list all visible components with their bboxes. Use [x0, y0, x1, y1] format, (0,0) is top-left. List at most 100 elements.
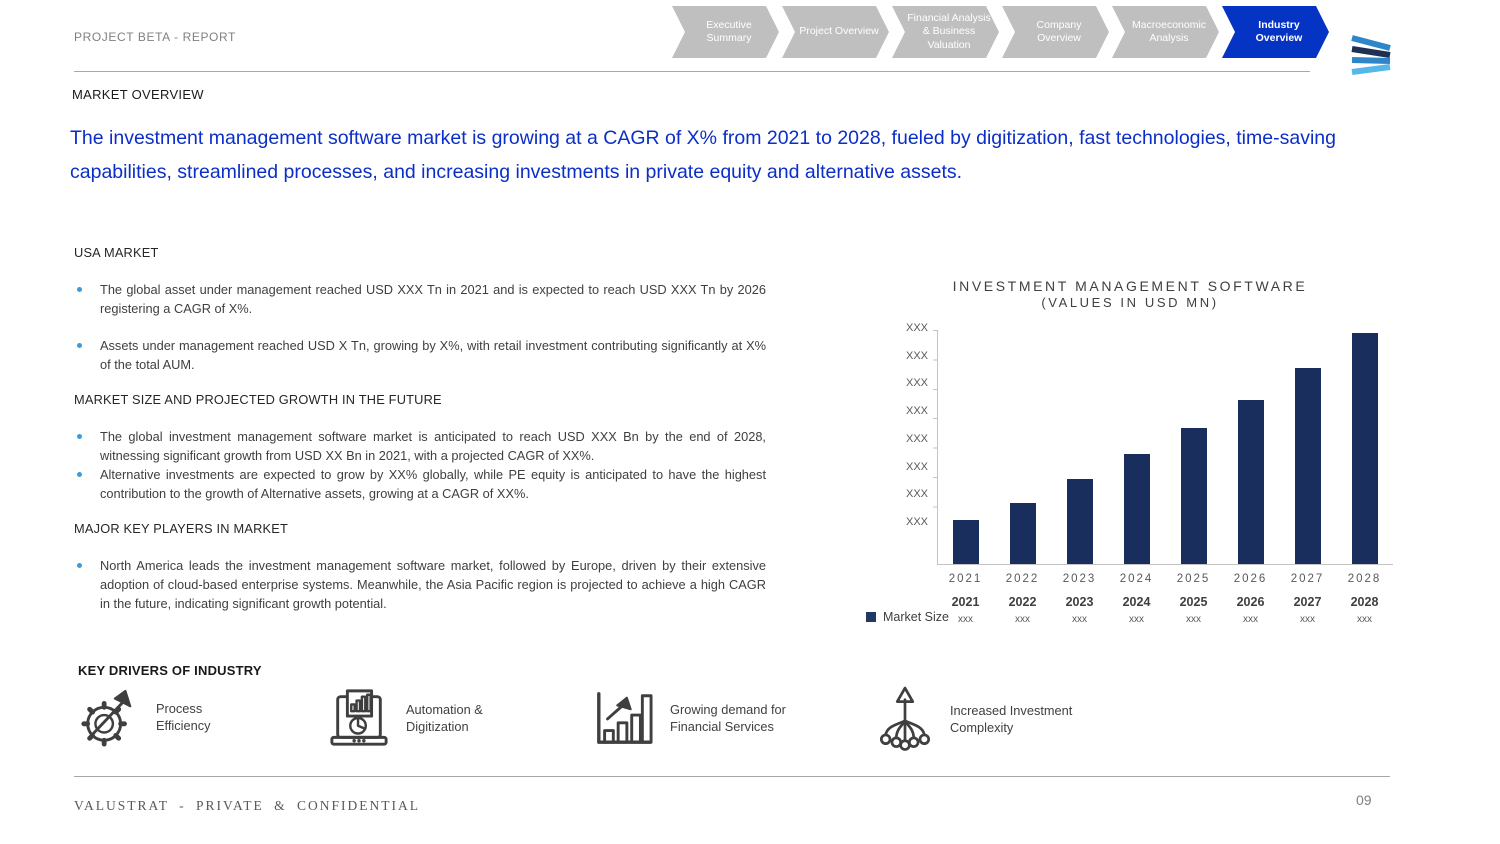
- chart-bar: [1351, 332, 1378, 564]
- y-tick-label: XXX: [905, 405, 928, 418]
- data-table-value-row: xxx xxx xxx xxx xxx xxx xxx xxx: [937, 614, 1393, 625]
- bullet-text: The global asset under management reache…: [100, 282, 766, 316]
- section-heading-market-size: MARKET SIZE AND PROJECTED GROWTH IN THE …: [74, 392, 442, 407]
- table-value-cell: xxx: [1186, 614, 1201, 625]
- market-size-bullets: The global investment management softwar…: [74, 428, 766, 504]
- bar-chart-growth-icon: [597, 692, 653, 744]
- nav-tab[interactable]: Macroeconomic Analysis: [1112, 6, 1219, 58]
- table-year-cell: 2026: [1236, 595, 1265, 609]
- table-year-cell: 2021: [951, 595, 980, 609]
- section-heading-usa-market: USA MARKET: [74, 245, 159, 260]
- header-divider: [74, 71, 1310, 72]
- chart-legend: Market Size: [866, 610, 949, 624]
- table-year-cell: 2023: [1065, 595, 1094, 609]
- x-tick-label: 2025: [1176, 573, 1211, 585]
- y-tick-label: XXX: [905, 377, 928, 390]
- chart-title: INVESTMENT MANAGEMENT SOFTWARE: [952, 278, 1308, 294]
- footer-confidentiality: VALUSTRAT - PRIVATE & CONFIDENTIAL: [74, 798, 421, 813]
- chart-bar: [1237, 400, 1264, 564]
- data-table-year-row: 2021 2022 2023 2024 2025 2026 2027 2028: [937, 595, 1393, 609]
- chart-bar: [1067, 479, 1094, 564]
- nav-tab[interactable]: Project Overview: [782, 6, 889, 58]
- network-branch-icon: [879, 686, 931, 751]
- nav-tab-label: Executive Summary: [706, 18, 752, 44]
- bullet-dot: [77, 434, 82, 439]
- x-tick-label: 2024: [1119, 573, 1154, 585]
- table-value-cell: xxx: [1015, 614, 1030, 625]
- bullet-item: Assets under management reached USD X Tn…: [74, 337, 766, 375]
- table-value-cell: xxx: [958, 614, 973, 625]
- nav-tab-label: Financial Analysis & Business Valuation: [907, 11, 991, 51]
- nav-tab[interactable]: Financial Analysis & Business Valuation: [892, 6, 999, 58]
- legend-label: Market Size: [883, 610, 949, 624]
- bullet-dot: [77, 287, 82, 292]
- chart-bar: [1180, 428, 1207, 564]
- y-tick-label: XXX: [905, 349, 928, 362]
- page-headline: The investment management software marke…: [70, 127, 1336, 183]
- chart-plot-area: [933, 330, 1393, 565]
- page-number: 09: [1356, 792, 1372, 808]
- table-year-cell: 2022: [1008, 595, 1037, 609]
- y-tick-label: XXX: [905, 322, 928, 334]
- table-value-cell: xxx: [1129, 614, 1144, 625]
- nav-tab-label: Project Overview: [799, 25, 879, 38]
- chart-bar: [953, 520, 980, 564]
- project-label: PROJECT BETA - REPORT: [74, 30, 236, 44]
- bullet-item: The global asset under management reache…: [74, 281, 766, 319]
- table-value-cell: xxx: [1300, 614, 1315, 625]
- table-year-cell: 2025: [1179, 595, 1208, 609]
- bullet-item: Alternative investments are expected to …: [74, 466, 766, 504]
- driver-label: Increased Investment Complexity: [950, 702, 1073, 735]
- nav-tab[interactable]: Executive Summary: [672, 6, 779, 58]
- chart-bar: [1294, 368, 1321, 564]
- key-players-bullets: North America leads the investment manag…: [74, 557, 766, 614]
- nav-tab-label: Macroeconomic Analysis: [1131, 18, 1207, 44]
- y-tick-label: XXX: [905, 515, 928, 528]
- bullet-item: North America leads the investment manag…: [74, 557, 766, 614]
- x-tick-label: 2028: [1347, 573, 1382, 585]
- y-tick-label: XXX: [905, 432, 928, 445]
- bullet-item: The global investment management softwar…: [74, 428, 766, 466]
- valustrat-logo-icon: [1348, 28, 1394, 87]
- y-tick-label: XXX: [905, 488, 928, 501]
- chart-x-axis-labels: 2021 2022 2023 2024 2025 2026 2027 2028: [937, 573, 1393, 585]
- nav-tab[interactable]: Company Overview: [1002, 6, 1109, 58]
- chart-y-axis-labels: XXX XXX XXX XXX XXX XXX XXX XXX: [862, 323, 928, 528]
- chart-bar: [1124, 454, 1151, 564]
- bullet-text: North America leads the investment manag…: [100, 558, 766, 611]
- bullet-text: Assets under management reached USD X Tn…: [100, 337, 766, 372]
- market-size-chart: INVESTMENT MANAGEMENT SOFTWARE (VALUES I…: [860, 278, 1400, 640]
- bullet-text: The global investment management softwar…: [100, 429, 766, 463]
- chart-bar: [1010, 502, 1037, 564]
- nav-tab-label: Industry Overview: [1255, 18, 1303, 44]
- bullet-text: Alternative investments are expected to …: [100, 466, 766, 501]
- x-tick-label: 2027: [1290, 573, 1325, 585]
- page-kicker: MARKET OVERVIEW: [72, 87, 204, 102]
- nav-tab-label: Company Overview: [1036, 18, 1082, 44]
- table-year-cell: 2027: [1293, 595, 1322, 609]
- table-value-cell: xxx: [1072, 614, 1087, 625]
- driver-financial-services-demand: Growing demand for Financial Services: [592, 688, 828, 748]
- usa-market-bullets: The global asset under management reache…: [74, 281, 766, 393]
- legend-swatch-icon: [866, 612, 876, 622]
- driver-label: Automation & Digitization: [406, 701, 483, 734]
- section-heading-key-players: MAJOR KEY PLAYERS IN MARKET: [74, 521, 288, 536]
- axis-tick-marks: [933, 330, 938, 536]
- table-year-cell: 2024: [1122, 595, 1151, 609]
- x-tick-label: 2026: [1233, 573, 1268, 585]
- table-value-cell: xxx: [1243, 614, 1258, 625]
- footer-divider: [74, 776, 1390, 777]
- laptop-analytics-icon: [330, 689, 388, 746]
- driver-investment-complexity: Increased Investment Complexity: [876, 686, 1118, 752]
- bullet-dot: [77, 563, 82, 568]
- gear-arrow-icon: [81, 689, 132, 747]
- progress-nav: Executive Summary Project Overview Finan…: [672, 6, 1329, 58]
- table-year-cell: 2028: [1350, 595, 1379, 609]
- bullet-dot: [77, 471, 82, 477]
- nav-tab[interactable]: Industry Overview: [1222, 6, 1329, 58]
- chart-subtitle: (VALUES IN USD MN): [1041, 295, 1219, 310]
- driver-process-efficiency: Process Efficiency: [78, 684, 256, 750]
- y-tick-label: XXX: [905, 460, 928, 473]
- x-tick-label: 2023: [1062, 573, 1097, 585]
